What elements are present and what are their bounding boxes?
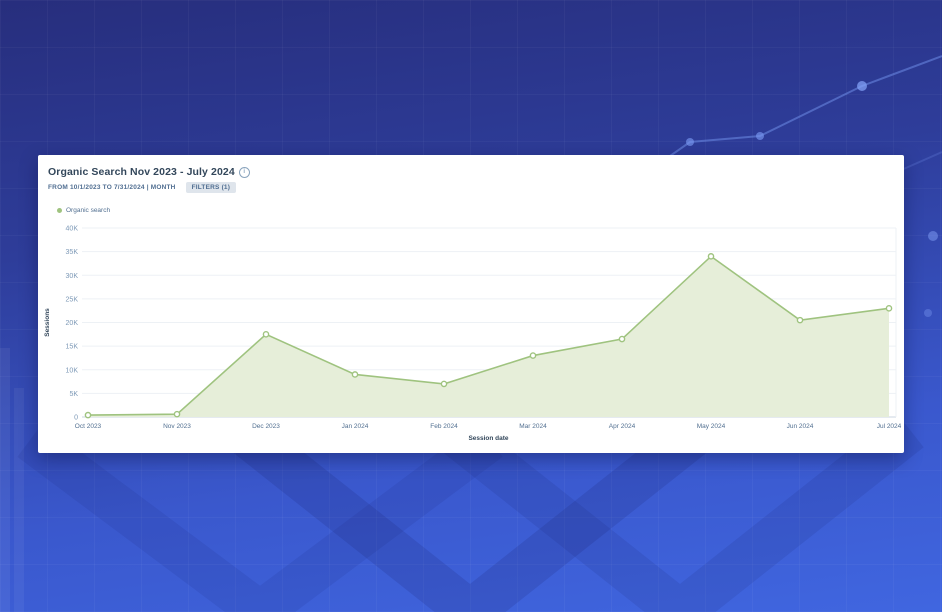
report-header: Organic Search Nov 2023 - July 2024 i bbox=[48, 166, 250, 178]
svg-text:5K: 5K bbox=[69, 391, 78, 398]
svg-text:Feb 2024: Feb 2024 bbox=[430, 423, 458, 430]
svg-text:Oct 2023: Oct 2023 bbox=[75, 423, 102, 430]
svg-text:40K: 40K bbox=[66, 226, 79, 233]
legend-label: Organic search bbox=[66, 207, 111, 214]
report-config-row: FROM 10/1/2023 TO 7/31/2024 | MONTH FILT… bbox=[48, 182, 237, 193]
svg-text:Jun 2024: Jun 2024 bbox=[787, 423, 814, 430]
info-icon[interactable]: i bbox=[238, 166, 250, 178]
report-title: Organic Search Nov 2023 - July 2024 bbox=[48, 166, 235, 178]
legend-color-dot bbox=[57, 208, 62, 213]
svg-text:30K: 30K bbox=[66, 273, 79, 280]
svg-text:Jul 2024: Jul 2024 bbox=[877, 423, 902, 430]
area-chart[interactable]: 0 5K 10K 15K 20K 25K 30K 35K 40K Oct 2023 Nov 2023… bbox=[38, 215, 904, 453]
filters-badge[interactable]: FILTERS (1) bbox=[185, 182, 237, 193]
svg-text:Dec 2023: Dec 2023 bbox=[252, 423, 280, 430]
chart-legend[interactable]: Organic search bbox=[57, 207, 110, 214]
svg-text:25K: 25K bbox=[66, 296, 79, 303]
svg-text:May 2024: May 2024 bbox=[697, 423, 726, 430]
decor-bar-chart bbox=[0, 348, 24, 612]
decor-chevrons bbox=[17, 412, 924, 612]
svg-text:Mar 2024: Mar 2024 bbox=[519, 423, 547, 430]
svg-text:10K: 10K bbox=[66, 367, 79, 374]
date-range-badge: FROM 10/1/2023 TO 7/31/2024 | MONTH bbox=[48, 184, 176, 191]
svg-text:20K: 20K bbox=[66, 320, 79, 327]
svg-text:Jan 2024: Jan 2024 bbox=[342, 423, 369, 430]
svg-text:0: 0 bbox=[74, 415, 78, 422]
analytics-report-card: Organic Search Nov 2023 - July 2024 i FR… bbox=[38, 155, 904, 453]
svg-text:Session date: Session date bbox=[468, 435, 508, 442]
svg-text:15K: 15K bbox=[66, 344, 79, 351]
svg-text:Apr 2024: Apr 2024 bbox=[609, 423, 636, 430]
svg-text:Sessions: Sessions bbox=[44, 308, 51, 337]
svg-text:35K: 35K bbox=[66, 249, 79, 256]
svg-text:Nov 2023: Nov 2023 bbox=[163, 423, 191, 430]
